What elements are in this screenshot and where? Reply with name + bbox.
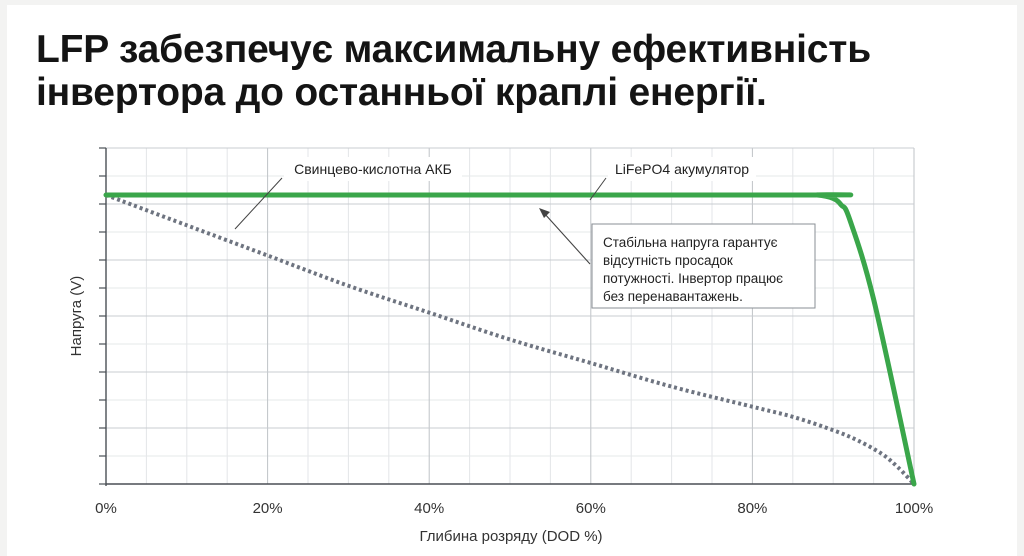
annotation-lifepo4-leader xyxy=(589,177,607,201)
annotation-note-line-2: відсутність просадок xyxy=(603,253,733,268)
annotation-lifepo4: LiFePO4 акумулятор xyxy=(589,157,756,201)
title-line-2: інвертора до останньої краплі енергії. xyxy=(36,71,767,114)
x-tick-label: 0% xyxy=(95,500,117,517)
annotation-note-text: Стабільна напруга гарантує відсутність п… xyxy=(603,235,787,304)
annotation-note-line-1: Стабільна напруга гарантує xyxy=(603,235,778,250)
annotation-note-arrow xyxy=(543,212,591,265)
slide-canvas xyxy=(7,5,1017,556)
annotation-lead-acid: Свинцево-кислотна АКБ xyxy=(234,157,462,230)
y-axis-label: Напруга (V) xyxy=(68,276,85,357)
annotation-lifepo4-box xyxy=(608,157,756,181)
annotation-note-box xyxy=(591,223,816,309)
x-axis-tick-labels: 0% 20% 40% 60% 80% 100% xyxy=(95,500,933,517)
x-tick-label: 40% xyxy=(414,500,444,517)
series-lead-acid-line xyxy=(105,193,916,486)
x-tick-label: 20% xyxy=(253,500,283,517)
annotation-lead-acid-text: Свинцево-кислотна АКБ xyxy=(294,161,452,177)
y-axis-ticks xyxy=(99,147,106,485)
x-axis-label: Глибина розряду (DOD %) xyxy=(419,528,602,545)
annotation-lifepo4-text: LiFePO4 акумулятор xyxy=(615,161,749,177)
annotation-lead-acid-box xyxy=(284,157,462,181)
annotation-note-line-3: потужності. Інвертор працює xyxy=(603,271,783,286)
annotation-lead-acid-leader xyxy=(234,177,283,230)
x-tick-label: 80% xyxy=(737,500,767,517)
series-lifepo4-line xyxy=(103,192,917,487)
annotation-note-line-4: без перенавантажень. xyxy=(603,289,743,304)
arrowhead-icon xyxy=(539,208,550,218)
page-title: LFP забезпечує максимальну ефективність … xyxy=(36,28,871,114)
title-line-1: LFP забезпечує максимальну ефективність xyxy=(36,28,871,71)
x-tick-label: 100% xyxy=(895,500,933,517)
annotation-note: Стабільна напруга гарантує відсутність п… xyxy=(539,208,816,309)
x-tick-label: 60% xyxy=(576,500,606,517)
